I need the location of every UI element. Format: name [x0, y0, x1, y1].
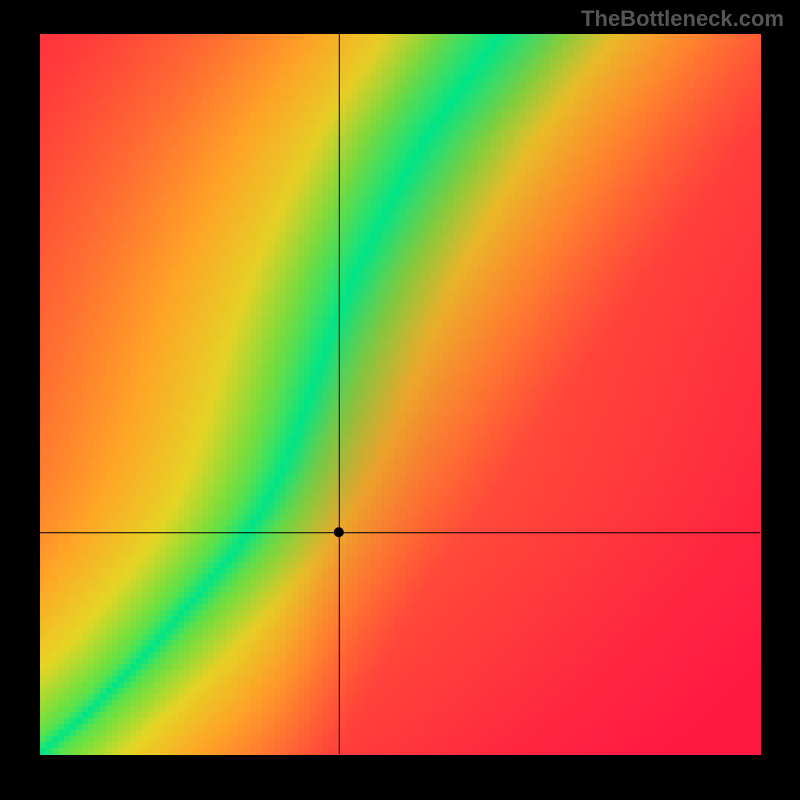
watermark-text: TheBottleneck.com [581, 6, 784, 32]
bottleneck-heatmap [0, 0, 800, 800]
